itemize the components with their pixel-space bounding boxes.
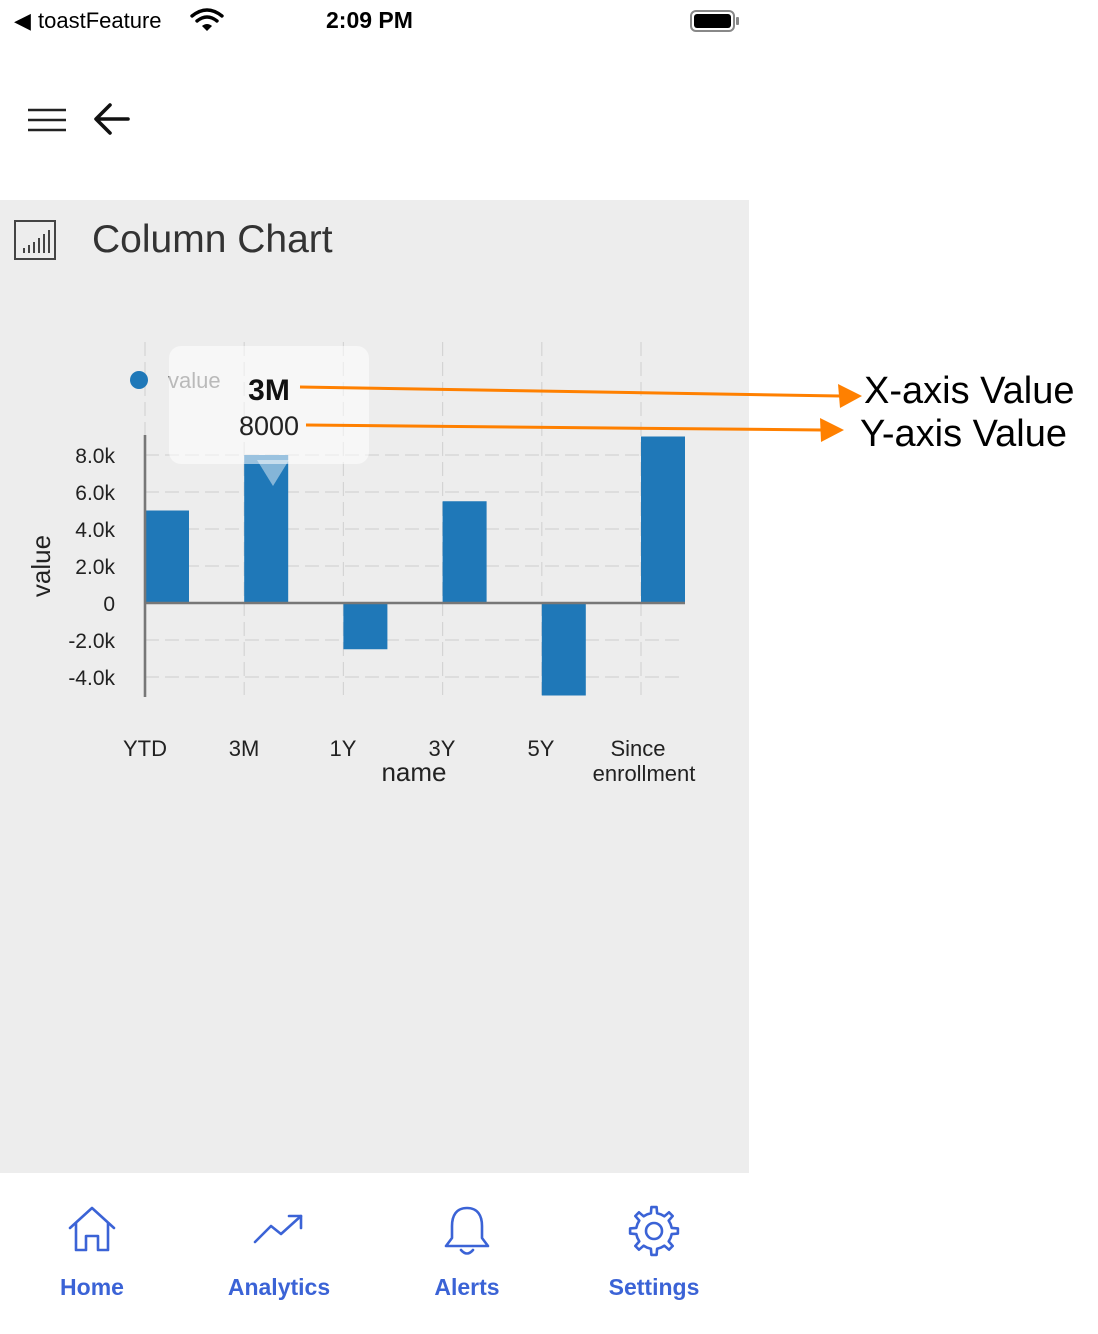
x-axis-annotation: X-axis Value: [864, 370, 1075, 412]
chart-grid: [144, 342, 685, 695]
x-tick-label: 1Y: [330, 736, 357, 761]
home-icon: [66, 1204, 118, 1259]
tab-bar: [0, 1175, 749, 1334]
chart-title: Column Chart: [92, 218, 333, 261]
y-tick-label: -4.0k: [68, 667, 115, 690]
wifi-icon: [190, 7, 224, 38]
status-back-indicator[interactable]: ◀: [14, 8, 31, 33]
x-annotation-arrowhead: [838, 384, 862, 408]
chart-axes: [143, 435, 685, 697]
x-tick-label: 3M: [229, 736, 260, 761]
tooltip-box: [169, 346, 369, 464]
tab-analytics-label: Analytics: [227, 1274, 331, 1300]
tab-alerts-label: Alerts: [434, 1274, 500, 1300]
annotation-arrows: [299, 384, 862, 442]
trending-up-icon: [253, 1204, 305, 1259]
legend-marker: [130, 371, 148, 389]
chart-panel: [0, 200, 749, 1173]
tab-home-label: Home: [60, 1274, 124, 1300]
bar-3m: [244, 455, 289, 603]
y-tick-label: 2.0k: [75, 556, 115, 579]
battery-icon: [690, 9, 740, 38]
tab-alerts[interactable]: Alerts: [392, 1200, 542, 1310]
status-app-name[interactable]: toastFeature: [38, 8, 162, 33]
bar-1y: [343, 603, 388, 650]
y-annotation-arrowhead: [820, 418, 844, 442]
x-tick-label: 5Y: [528, 736, 555, 761]
bar-5y: [541, 603, 586, 696]
y-axis-annotation: Y-axis Value: [860, 413, 1068, 455]
x-tick-label: 3Y: [429, 736, 456, 761]
tooltip-x-value: 3M: [248, 374, 290, 407]
status-time: 2:09 PM: [326, 7, 413, 33]
tab-home[interactable]: Home: [17, 1200, 167, 1310]
x-tick-label: YTD: [123, 736, 167, 761]
chart-labels: 8.0k 6.0k 4.0k 2.0k 0 -2.0k -4.0k YTD 3M 1Y 3Y 5Y Si…: [26, 368, 695, 787]
back-arrow-icon[interactable]: [92, 100, 132, 143]
bar-since-enrollment: [641, 436, 685, 603]
tooltip-y-value: 8000: [239, 411, 299, 441]
tab-analytics[interactable]: Analytics: [204, 1200, 354, 1310]
y-tick-label: 0: [103, 593, 115, 616]
y-tick-label: -2.0k: [68, 630, 115, 653]
y-annotation-arrow-line: [305, 423, 823, 432]
bell-icon: [441, 1204, 493, 1263]
x-annotation-arrow-line: [299, 385, 841, 398]
tab-settings-label: Settings: [608, 1274, 700, 1300]
y-axis-title: value: [26, 535, 56, 597]
column-chart: 8.0k 6.0k 4.0k 2.0k 0 -2.0k -4.0k YTD 3M 1Y 3Y 5Y Si…: [26, 342, 695, 787]
bar-chart-icon: [14, 220, 56, 265]
bar-3y: [442, 501, 487, 603]
tooltip-pointer: [257, 460, 289, 486]
y-tick-label: 4.0k: [75, 519, 115, 542]
x-axis-title: name: [381, 757, 446, 787]
tab-settings[interactable]: Settings: [579, 1200, 729, 1310]
gear-icon: [627, 1204, 681, 1263]
menu-icon[interactable]: [28, 108, 66, 134]
bar-ytd: [145, 510, 189, 603]
y-tick-label: 8.0k: [75, 445, 115, 468]
y-tick-label: 6.0k: [75, 482, 115, 505]
chart-bars: [145, 436, 685, 696]
x-tick-label: Since enrollment: [593, 736, 696, 786]
chart-tooltip: 3M 8000: [169, 346, 369, 486]
